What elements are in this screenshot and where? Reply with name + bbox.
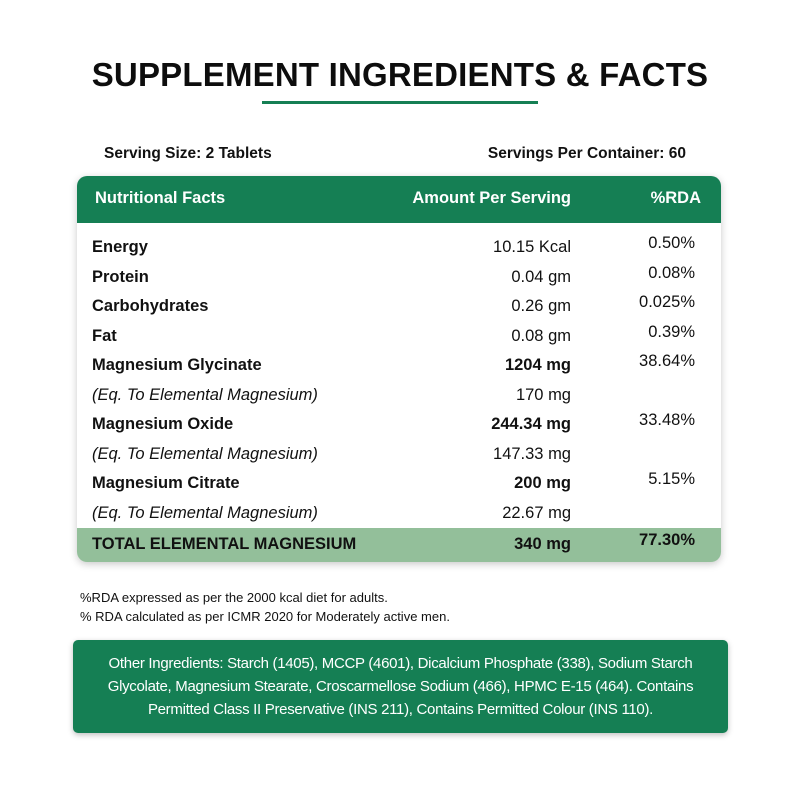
other-ingredients: Other Ingredients: Starch (1405), MCCP (… (73, 640, 728, 733)
row-label: Fat (92, 326, 117, 345)
table-row: Carbohydrates 0.26 gm 0.025% (77, 293, 721, 323)
row-rda: 5.15% (648, 470, 695, 488)
table-row: Energy 10.15 Kcal 0.50% (77, 234, 721, 264)
nutrition-table: Nutritional Facts Amount Per Serving %RD… (77, 176, 721, 562)
row-label: (Eq. To Elemental Magnesium) (92, 503, 318, 522)
row-amount: 1204 mg (504, 356, 571, 374)
row-amount: 10.15 Kcal (493, 238, 571, 256)
row-amount: 147.33 mg (493, 444, 571, 463)
row-amount: 22.67 mg (502, 503, 571, 522)
row-amount: 170 mg (515, 385, 571, 404)
table-row: Magnesium Oxide 244.34 mg 33.48% (77, 411, 721, 441)
row-amount: 0.04 gm (511, 267, 571, 286)
row-label: Magnesium Citrate (92, 474, 240, 492)
table-row: (Eq. To Elemental Magnesium) 170 mg (77, 382, 721, 412)
table-row: Protein 0.04 gm 0.08% (77, 264, 721, 294)
row-label: (Eq. To Elemental Magnesium) (92, 385, 318, 404)
table-row: Magnesium Citrate 200 mg 5.15% (77, 470, 721, 500)
total-rda: 77.30% (639, 531, 695, 549)
row-label: (Eq. To Elemental Magnesium) (92, 444, 318, 463)
row-label: Protein (92, 267, 149, 286)
row-label: Energy (92, 238, 148, 256)
row-rda: 0.025% (639, 293, 695, 311)
total-row: TOTAL ELEMENTAL MAGNESIUM 340 mg 77.30% (77, 528, 721, 562)
row-amount: 0.08 gm (511, 326, 571, 345)
header-nutritional-facts: Nutritional Facts (95, 189, 226, 207)
table-row: Magnesium Glycinate 1204 mg 38.64% (77, 352, 721, 382)
row-rda: 0.50% (648, 234, 695, 252)
row-label: Magnesium Oxide (92, 415, 234, 433)
table-header: Nutritional Facts Amount Per Serving %RD… (77, 176, 721, 223)
row-amount: 0.26 gm (511, 297, 571, 315)
page-title: SUPPLEMENT INGREDIENTS & FACTS (91, 56, 709, 93)
row-amount: 200 mg (514, 474, 571, 492)
total-label: TOTAL ELEMENTAL MAGNESIUM (92, 535, 357, 553)
table-row: (Eq. To Elemental Magnesium) 147.33 mg (77, 441, 721, 471)
table-row: (Eq. To Elemental Magnesium) 22.67 mg (77, 500, 721, 530)
row-rda: 33.48% (639, 411, 695, 429)
row-rda: 0.39% (648, 322, 695, 341)
table-row: Fat 0.08 gm 0.39% (77, 323, 721, 353)
note-2: % RDA calculated as per ICMR 2020 for Mo… (80, 609, 450, 624)
row-amount: 244.34 mg (491, 415, 571, 433)
total-amount: 340 mg (514, 535, 571, 553)
row-rda: 38.64% (639, 352, 695, 370)
servings-per-container: Servings Per Container: 60 (487, 145, 686, 162)
row-label: Carbohydrates (92, 297, 209, 315)
note-1: %RDA expressed as per the 2000 kcal diet… (80, 590, 388, 605)
header-rda: %RDA (650, 189, 701, 207)
row-rda: 0.08% (648, 263, 695, 282)
title-underline (262, 101, 538, 104)
serving-size: Serving Size: 2 Tablets (104, 145, 272, 162)
row-label: Magnesium Glycinate (92, 356, 262, 374)
header-amount: Amount Per Serving (412, 189, 571, 207)
